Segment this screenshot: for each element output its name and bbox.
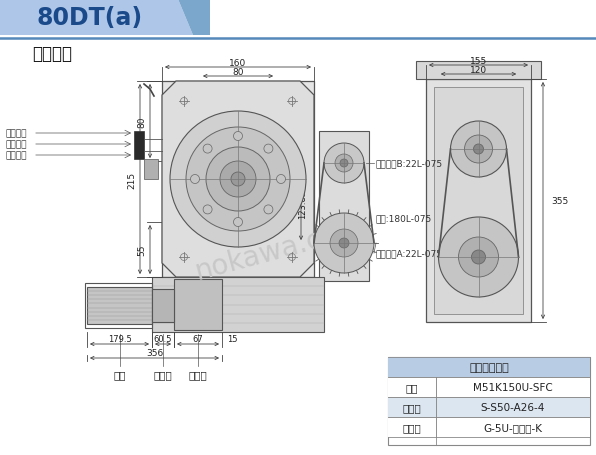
Circle shape — [220, 162, 256, 197]
Bar — [388, 377, 590, 397]
Circle shape — [231, 172, 245, 187]
Bar — [144, 160, 158, 180]
Text: 356: 356 — [146, 349, 163, 358]
Bar — [174, 279, 222, 330]
Text: S-S50-A26-4: S-S50-A26-4 — [481, 402, 545, 412]
Circle shape — [277, 175, 285, 184]
Circle shape — [186, 128, 290, 232]
Text: 80: 80 — [232, 67, 244, 76]
Circle shape — [471, 250, 486, 264]
Text: 皮帶輪式: 皮帶輪式 — [32, 45, 72, 63]
Bar — [388, 357, 590, 445]
Circle shape — [191, 175, 200, 184]
Polygon shape — [0, 0, 193, 36]
Text: 馬達: 馬達 — [406, 382, 418, 392]
Circle shape — [170, 112, 306, 248]
Circle shape — [234, 218, 243, 227]
Bar — [388, 397, 590, 417]
Text: 155: 155 — [470, 56, 487, 66]
Text: 215: 215 — [128, 171, 136, 188]
Text: 感應支架: 感應支架 — [5, 151, 26, 160]
Bar — [388, 417, 590, 437]
Circle shape — [439, 217, 519, 298]
Text: 120: 120 — [470, 66, 487, 74]
Bar — [388, 357, 590, 377]
Circle shape — [330, 229, 358, 258]
Text: 179.5: 179.5 — [108, 335, 131, 344]
Bar — [426, 80, 531, 322]
Circle shape — [264, 206, 273, 214]
Bar — [416, 62, 541, 80]
Bar — [85, 283, 152, 328]
Text: 感應開關: 感應開關 — [5, 129, 26, 138]
Bar — [152, 278, 324, 332]
Text: 同步帶輪B:22L-075: 同步帶輪B:22L-075 — [376, 159, 443, 168]
Text: nokawa.com: nokawa.com — [192, 213, 368, 286]
Text: G-5U-減速比-K: G-5U-減速比-K — [483, 422, 542, 432]
Text: 減速機: 減速機 — [403, 422, 421, 432]
Text: 60.5: 60.5 — [154, 335, 172, 344]
Circle shape — [264, 145, 273, 154]
Text: 感應凸輪: 感應凸輪 — [5, 140, 26, 149]
Circle shape — [473, 145, 483, 155]
Circle shape — [451, 122, 507, 177]
Text: 15: 15 — [226, 335, 237, 344]
Text: 皮帶:180L-075: 皮帶:180L-075 — [376, 214, 432, 223]
Text: 同步帶輪A:22L-075: 同步帶輪A:22L-075 — [376, 249, 443, 258]
Text: 160: 160 — [229, 58, 247, 67]
Text: 馬達: 馬達 — [113, 369, 126, 379]
Text: nokawa.com: nokawa.com — [192, 213, 368, 286]
Circle shape — [203, 145, 212, 154]
Bar — [87, 288, 152, 324]
Circle shape — [335, 155, 353, 172]
Bar — [162, 82, 314, 278]
Text: 離合器: 離合器 — [403, 402, 421, 412]
Circle shape — [314, 213, 374, 273]
Circle shape — [340, 160, 348, 167]
Circle shape — [339, 238, 349, 248]
Circle shape — [324, 144, 364, 184]
Text: 123.83: 123.83 — [299, 189, 308, 218]
Polygon shape — [178, 0, 210, 36]
Bar — [319, 131, 369, 281]
Circle shape — [203, 206, 212, 214]
Circle shape — [464, 136, 492, 164]
Text: 80DT(a): 80DT(a) — [37, 6, 143, 30]
Text: 離合器: 離合器 — [154, 369, 172, 379]
Text: 電機配套部件: 電機配套部件 — [469, 362, 509, 372]
Circle shape — [234, 132, 243, 141]
Bar — [434, 88, 523, 314]
Text: 減速機: 減速機 — [188, 369, 207, 379]
Circle shape — [206, 148, 270, 212]
Text: 80: 80 — [138, 116, 147, 127]
Text: 355: 355 — [551, 197, 568, 206]
Text: 67: 67 — [193, 335, 203, 344]
Circle shape — [458, 238, 498, 278]
Bar — [134, 131, 144, 160]
Bar — [152, 289, 174, 322]
Polygon shape — [162, 82, 314, 278]
Text: M51K150U-SFC: M51K150U-SFC — [473, 382, 553, 392]
Text: 55: 55 — [138, 244, 147, 256]
